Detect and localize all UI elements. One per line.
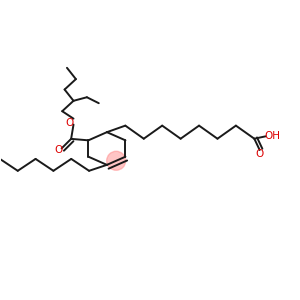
Text: O: O — [65, 118, 74, 128]
Text: O: O — [54, 145, 62, 155]
Text: OH: OH — [264, 131, 280, 141]
Text: O: O — [255, 149, 263, 159]
Circle shape — [107, 151, 126, 170]
